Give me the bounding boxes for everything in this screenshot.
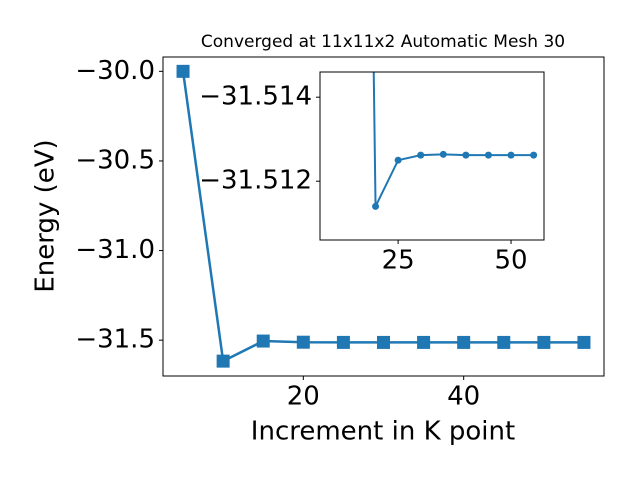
marker (530, 151, 538, 159)
marker (507, 151, 515, 159)
x-tick-label: 40 (447, 382, 480, 412)
x-tick-label: 25 (382, 246, 415, 276)
marker (439, 150, 447, 158)
x-tick-label: 20 (287, 382, 320, 412)
plot-group (176, 64, 591, 368)
marker (216, 354, 230, 368)
marker (417, 151, 425, 159)
marker (176, 64, 190, 78)
marker (372, 202, 380, 210)
marker (457, 335, 471, 349)
y-tick-label: −31.514 (199, 82, 312, 112)
marker (497, 335, 511, 349)
axes-frame (319, 71, 545, 241)
marker (462, 151, 470, 159)
y-tick-label: −31.512 (199, 166, 312, 196)
plot-group (372, 72, 538, 210)
marker (537, 335, 551, 349)
marker (256, 334, 270, 348)
x-axis-label: Increment in K point (251, 417, 515, 447)
y-tick-label: −31.5 (75, 325, 155, 355)
y-tick-label: −31.0 (75, 235, 155, 265)
marker (484, 151, 492, 159)
marker (296, 335, 310, 349)
marker (377, 335, 390, 349)
axes-frame (162, 56, 605, 377)
marker (336, 335, 350, 349)
x-tick-label: 50 (494, 246, 527, 276)
y-tick-label: −30.5 (75, 145, 155, 175)
y-axis-label: Energy (eV) (31, 139, 61, 292)
y-tick-label: −30.0 (75, 56, 155, 86)
marker (417, 335, 431, 349)
marker (394, 156, 402, 164)
marker (577, 335, 591, 349)
chart-title: Converged at 11x11x2 Automatic Mesh 30 (201, 32, 565, 52)
